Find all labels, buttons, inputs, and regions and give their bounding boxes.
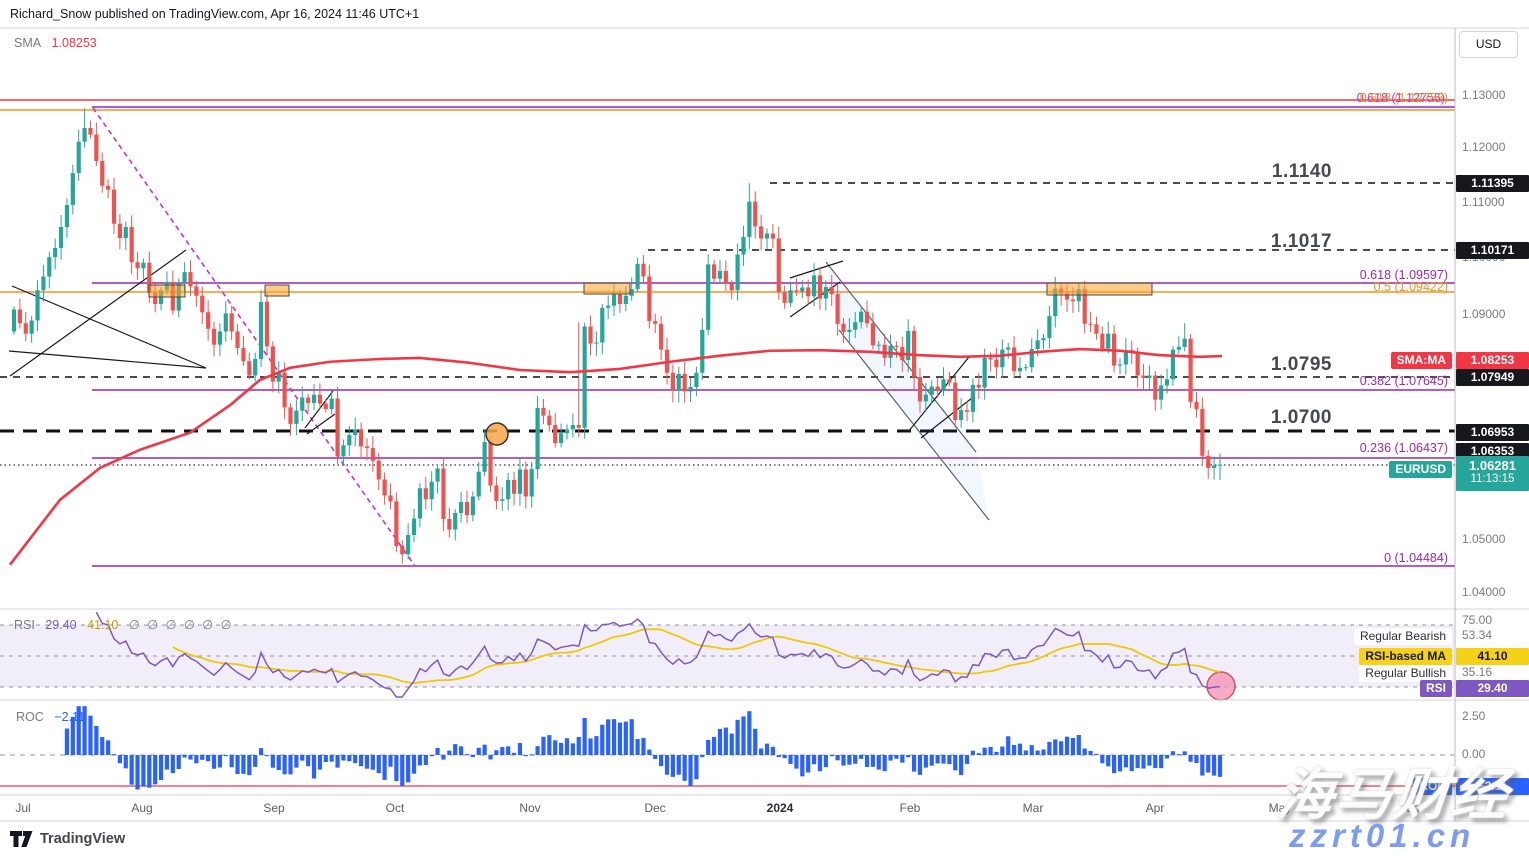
time-axis-label[interactable]: Jul	[15, 801, 31, 815]
price-axis-label: 0.00	[1462, 747, 1486, 761]
price-axis-label: 1.05000	[1462, 532, 1506, 546]
time-axis-label[interactable]: Dec	[644, 801, 666, 815]
price-axis-label: 1.04000	[1462, 585, 1506, 599]
fib-level-label: 0.236 (1.06437)	[1359, 441, 1448, 455]
time-axis-label[interactable]: May	[1268, 801, 1292, 815]
price-axis-value-badge: 1.07949	[1456, 368, 1529, 386]
rsi-empty-values: ∅ ∅ ∅ ∅ ∅ ∅	[128, 618, 234, 632]
price-axis-value-badge: 41.10	[1456, 647, 1529, 665]
sma-label: SMA	[14, 36, 42, 50]
key-level-text: 1.0700	[1270, 407, 1332, 428]
price-axis-label: 1.11000	[1462, 195, 1505, 209]
current-price-badge: 1.06281 11:13:15	[1456, 456, 1529, 491]
key-level-text: 1.1017	[1270, 231, 1332, 252]
tradingview-logo[interactable]: TradingView	[10, 831, 125, 847]
price-axis-label: 1.12000	[1462, 140, 1506, 154]
price-axis-value-badge: 1.10171	[1456, 241, 1529, 259]
price-axis-value-badge: −2.11	[1456, 777, 1529, 795]
roc-pane-title[interactable]: ROC −2.11	[16, 710, 92, 724]
price-axis-value-badge: 1.11395	[1456, 174, 1529, 192]
key-level-text: 1.0795	[1270, 354, 1332, 375]
current-price-countdown: 11:13:15	[1470, 473, 1515, 485]
time-axis-label[interactable]: Jun	[1400, 801, 1420, 815]
rsi-ma-value: 41.10	[87, 618, 119, 632]
roc-label: ROC	[16, 710, 44, 724]
price-axis-label: 75.00	[1462, 613, 1493, 627]
price-axis-value-badge: 1.06953	[1456, 423, 1529, 441]
key-level-text: 1.1140	[1271, 161, 1332, 182]
tradingview-logo-text: TradingView	[40, 831, 126, 847]
time-axis-label[interactable]: Oct	[385, 801, 405, 815]
fib-level-label: 0 (1.04484)	[1384, 551, 1448, 565]
rsi-based-ma-badge: RSI-based MA	[1359, 647, 1452, 665]
fib-level-label: 0.5 (1.09422)	[1373, 280, 1448, 294]
price-axis-label: 53.34	[1462, 628, 1493, 642]
price-axis-value-badge: 29.40	[1456, 679, 1529, 697]
price-axis-label: 1.13000	[1462, 88, 1506, 102]
rsi-badge: RSI	[1419, 679, 1452, 697]
regular-bullish-badge: Regular Bullish	[1359, 664, 1452, 682]
sma-ma-badge: SMA:MA	[1390, 351, 1452, 369]
watermark-url: zzrt01.cn	[1289, 817, 1476, 854]
price-axis-value-badge: 1.06353	[1456, 442, 1529, 460]
rsi-label: RSI	[14, 618, 35, 632]
time-axis-label[interactable]: Apr	[1145, 801, 1165, 815]
sma-value: 1.08253	[51, 36, 97, 50]
time-axis-label[interactable]: 2024	[766, 801, 794, 815]
time-axis-label[interactable]: Feb	[899, 801, 921, 815]
currency-usd-button[interactable]: USD	[1459, 31, 1518, 58]
rsi-value: 29.40	[45, 618, 77, 632]
price-axis-label: 2.50	[1462, 709, 1486, 723]
fib-level-label: 0.618 (1.12758)	[1359, 91, 1448, 105]
regular-bearish-badge: Regular Bearish	[1353, 627, 1452, 645]
roc-badge: ROC	[1413, 777, 1452, 795]
eurusd-badge: EURUSD	[1389, 460, 1452, 478]
tradingview-logo-icon	[10, 831, 33, 847]
time-axis-label[interactable]: Aug	[131, 801, 153, 815]
fib-level-label: 0.382 (1.07645)	[1359, 374, 1448, 388]
price-axis-value-badge: 1.08253	[1456, 351, 1529, 369]
fib-level-label: 0.618 (1.12756)	[1356, 91, 1445, 105]
time-axis-label[interactable]: Nov	[519, 801, 541, 815]
time-axis-label[interactable]: Sep	[263, 801, 285, 815]
time-axis-label[interactable]: Mar	[1022, 801, 1044, 815]
price-axis-label: 35.16	[1462, 665, 1493, 679]
roc-value: −2.11	[54, 710, 85, 724]
price-axis-label: 1.09000	[1462, 307, 1506, 321]
current-price-value: 1.06281	[1469, 458, 1516, 473]
fib-level-label: 0.618 (1.09597)	[1359, 268, 1448, 282]
rsi-pane-title[interactable]: RSI 29.40 41.10 ∅ ∅ ∅ ∅ ∅ ∅	[14, 617, 241, 632]
sma-pane-title[interactable]: SMA 1.08253	[14, 36, 104, 50]
attribution-text: Richard_Snow published on TradingView.co…	[10, 7, 420, 21]
